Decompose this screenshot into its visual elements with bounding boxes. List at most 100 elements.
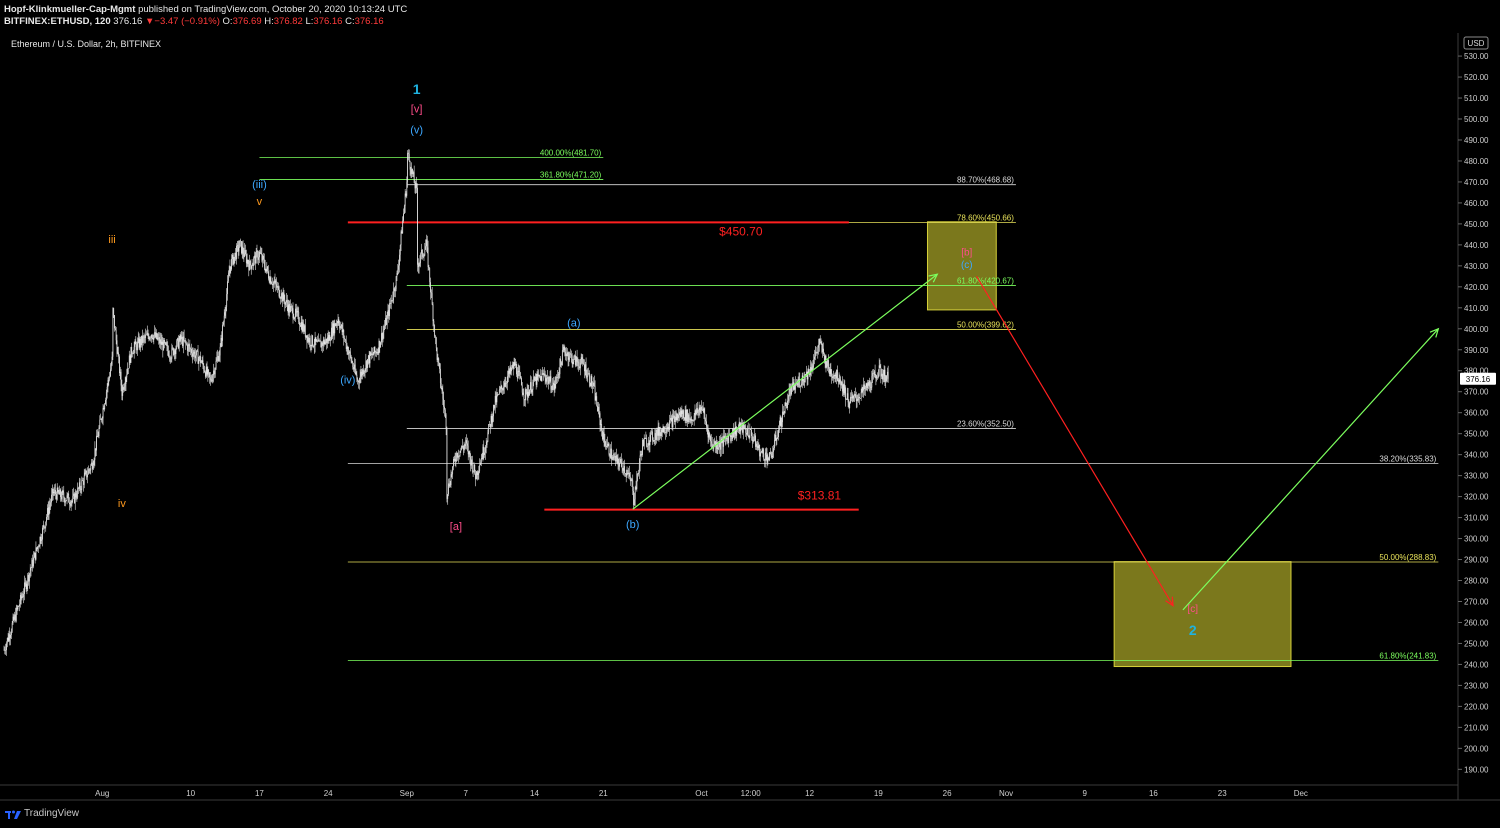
candle-body (126, 374, 128, 378)
candle-body (28, 574, 29, 582)
candle-body (512, 364, 513, 368)
candle-body (423, 255, 425, 257)
candle-body (669, 420, 670, 430)
candle-body (7, 637, 9, 641)
candle-body (748, 436, 750, 438)
candle-body (587, 373, 589, 378)
candle-body (268, 271, 269, 279)
candle-body (797, 381, 799, 386)
candle-body (828, 360, 829, 369)
candle-body (490, 415, 492, 428)
candle-body (652, 431, 653, 441)
target-zone-box[interactable] (1113, 561, 1292, 668)
candle-body (322, 339, 324, 346)
candle-body (665, 432, 666, 433)
candle-body (457, 452, 458, 458)
candle-body (763, 453, 765, 460)
candle-body (260, 253, 262, 254)
candle-body (740, 424, 742, 432)
candle-body (511, 367, 512, 372)
candle-body (53, 492, 55, 494)
candle-body (92, 465, 94, 470)
candle-body (603, 432, 605, 440)
projection-arrow-line[interactable] (632, 273, 938, 510)
candle-body (733, 434, 735, 438)
change-down-icon: ▼ (144, 16, 155, 27)
candle-body (781, 422, 783, 427)
candle-body (773, 448, 774, 453)
target-zone-box[interactable] (926, 221, 997, 311)
candle-body (859, 396, 860, 399)
candle-body (768, 457, 770, 461)
candle-body (517, 370, 519, 379)
candle-body (857, 399, 859, 400)
high-value: 376.82 (273, 16, 303, 27)
candle-body (840, 382, 842, 386)
candle-body (729, 435, 731, 437)
projection-arrow-line[interactable] (1182, 328, 1439, 611)
candle-body (631, 479, 633, 481)
chart-publish-info: Hopf-Klinkmueller-Cap-Mgmt published on … (4, 4, 407, 15)
candle-body (853, 395, 855, 397)
candle-body (874, 371, 876, 376)
candle-body (104, 404, 106, 410)
candle-body (453, 458, 455, 460)
candle-body (60, 489, 61, 497)
candle-body (88, 469, 90, 471)
candle-body (284, 299, 286, 305)
projection-arrow-line[interactable] (976, 276, 1174, 606)
publisher-name[interactable]: Hopf-Klinkmueller-Cap-Mgmt (4, 4, 136, 15)
candle-body (683, 418, 685, 420)
candle-body (530, 382, 532, 393)
candle-body (50, 502, 52, 505)
candle-body (683, 410, 684, 419)
candle-body (870, 387, 872, 388)
candle-body (796, 384, 798, 386)
candle-body (218, 356, 219, 361)
candle-body (236, 244, 238, 246)
candle-body (515, 363, 517, 366)
candle-body (736, 429, 738, 436)
candle-body (291, 306, 293, 309)
candle-body (200, 356, 201, 363)
candle-body (764, 459, 765, 461)
candle-body (316, 340, 318, 342)
y-axis-tick-label: 390.00 (1464, 346, 1489, 355)
candle-body (483, 446, 485, 455)
candle-body (875, 375, 877, 379)
candle-body (70, 502, 72, 506)
candle-body (240, 240, 242, 242)
candle-body (869, 380, 871, 388)
candle-body (101, 418, 103, 421)
candle-body (810, 367, 812, 371)
candle-body (514, 362, 516, 366)
candle-body (726, 438, 728, 439)
candle-body (266, 266, 268, 269)
symbol-label[interactable]: BITFINEX:ETHUSD, 120 (4, 16, 111, 27)
wave-label: 1 (413, 81, 421, 97)
candle-body (566, 352, 568, 354)
candle-body (684, 409, 686, 420)
candle-body (445, 414, 447, 429)
candle-body (270, 277, 272, 284)
candle-body (405, 193, 407, 196)
candle-body (662, 426, 664, 433)
candle-body (878, 365, 880, 375)
tradingview-logo[interactable]: TradingView (5, 808, 79, 819)
candle-body (212, 375, 214, 382)
candle-body (767, 457, 769, 463)
y-axis-tick-label: 340.00 (1464, 451, 1489, 460)
currency-badge[interactable] (1463, 36, 1489, 50)
candle-body (418, 263, 420, 268)
candle-body (492, 416, 494, 423)
candle-body (321, 342, 323, 348)
ohlc-legend: BITFINEX:ETHUSD, 120 376.16 ▼−3.47 (−0.9… (4, 16, 384, 27)
candle-body (842, 384, 844, 392)
low-label: L: (305, 16, 314, 27)
candle-body (37, 546, 39, 548)
candle-body (576, 356, 578, 362)
candle-body (718, 447, 720, 448)
candle-body (556, 377, 558, 378)
candle-body (749, 429, 751, 438)
